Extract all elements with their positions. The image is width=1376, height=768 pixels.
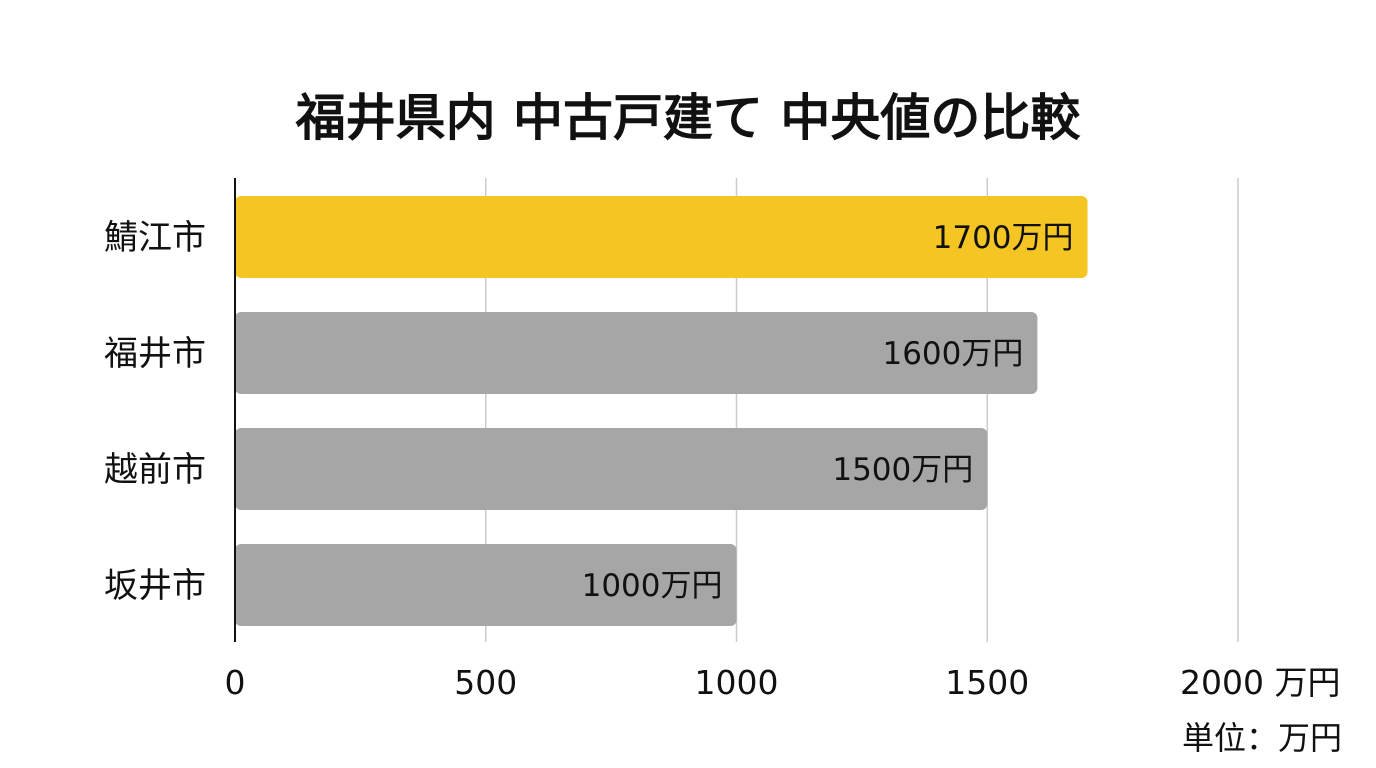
x-tick-label-0: 0 <box>225 663 246 702</box>
bar-2 <box>235 428 988 510</box>
chart-title: 福井県内 中古戸建て 中央値の比較 <box>295 89 1081 147</box>
category-label-3: 坂井市 <box>104 566 206 606</box>
data-label-0: 1700万円 <box>933 220 1074 256</box>
data-label-2: 1500万円 <box>832 452 973 488</box>
x-tick-label-4: 2000 万円 <box>1180 663 1340 702</box>
category-label-1: 福井市 <box>104 334 206 374</box>
data-label-1: 1600万円 <box>882 336 1023 372</box>
category-label-2: 越前市 <box>104 450 206 490</box>
x-tick-label-3: 1500 <box>945 663 1029 702</box>
bar-1 <box>235 312 1038 394</box>
category-label-0: 鯖江市 <box>104 218 206 258</box>
x-tick-label-1: 500 <box>454 663 517 702</box>
data-label-3: 1000万円 <box>582 568 723 604</box>
bar-0 <box>235 196 1088 278</box>
x-tick-label-2: 1000 <box>695 663 779 702</box>
unit-note: 単位：万円 <box>1181 719 1342 757</box>
bar-3 <box>235 544 737 626</box>
